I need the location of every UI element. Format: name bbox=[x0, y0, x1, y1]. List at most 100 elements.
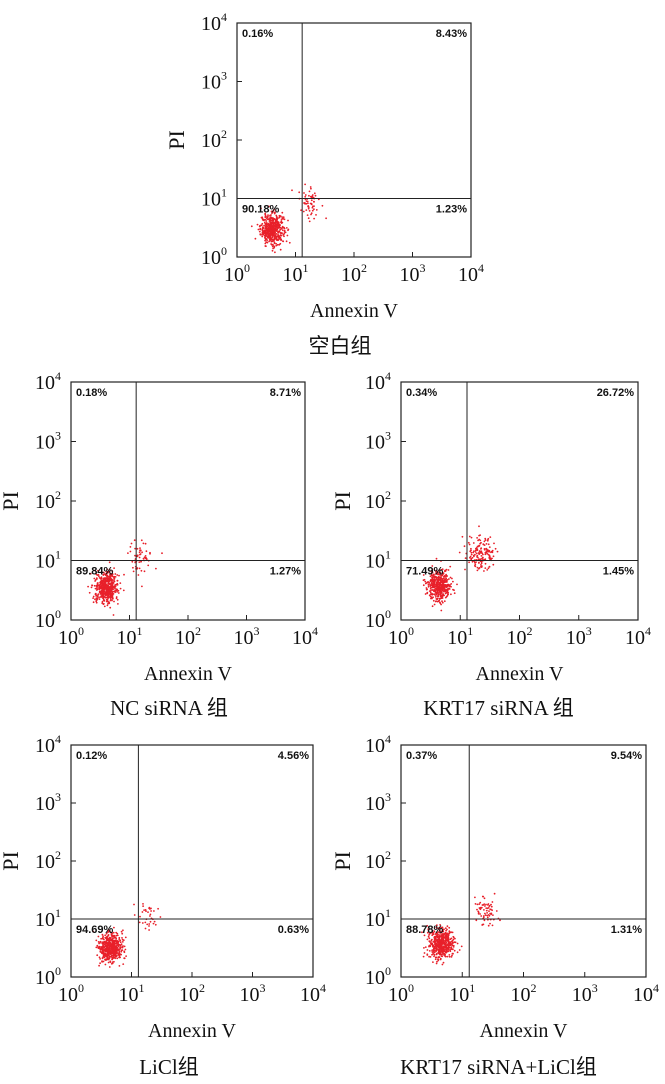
scatter-point bbox=[118, 965, 121, 967]
quadrant-lower-right-label: 1.23% bbox=[436, 204, 467, 216]
scatter-point bbox=[101, 602, 104, 604]
scatter-point bbox=[143, 909, 146, 911]
scatter-point bbox=[448, 931, 451, 934]
scatter-point bbox=[477, 912, 480, 915]
scatter-point bbox=[433, 946, 436, 948]
scatter-point bbox=[480, 565, 482, 568]
scatter-point bbox=[433, 951, 436, 954]
scatter-point bbox=[261, 216, 264, 219]
scatter-point bbox=[139, 553, 141, 556]
scatter-point bbox=[472, 554, 475, 557]
scatter-point bbox=[308, 210, 311, 212]
scatter-point bbox=[107, 579, 109, 582]
scatter-point bbox=[105, 592, 108, 595]
scatter-point bbox=[479, 913, 481, 915]
scatter-point bbox=[486, 916, 489, 919]
scatter-point bbox=[491, 549, 494, 552]
scatter-point bbox=[140, 560, 142, 563]
scatter-point bbox=[436, 939, 439, 941]
scatter-point bbox=[273, 231, 276, 234]
scatter-point bbox=[307, 217, 310, 220]
scatter-point bbox=[308, 220, 311, 223]
scatter-point bbox=[113, 934, 116, 937]
scatter-point bbox=[267, 227, 269, 230]
scatter-point bbox=[495, 910, 498, 912]
scatter-point bbox=[262, 232, 265, 235]
x-tick-label: 100 bbox=[388, 624, 414, 649]
scatter-point bbox=[484, 539, 487, 541]
scatter-point bbox=[442, 932, 444, 935]
scatter-point bbox=[438, 599, 441, 602]
scatter-point bbox=[275, 242, 277, 245]
scatter-point bbox=[96, 944, 99, 947]
scatter-point bbox=[114, 573, 117, 575]
scatter-point bbox=[275, 233, 278, 235]
scatter-point bbox=[446, 581, 448, 583]
scatter-point bbox=[102, 591, 105, 594]
scatter-point bbox=[486, 907, 489, 910]
scatter-point bbox=[490, 903, 492, 906]
scatter-point bbox=[103, 953, 106, 956]
scatter-point bbox=[118, 956, 121, 959]
scatter-point bbox=[437, 941, 440, 944]
scatter-point bbox=[110, 593, 113, 595]
quadrant-upper-right-label: 26.72% bbox=[597, 387, 635, 399]
scatter-point bbox=[467, 541, 470, 544]
scatter-point bbox=[444, 953, 446, 956]
scatter-point bbox=[447, 946, 450, 949]
scatter-point bbox=[440, 591, 443, 593]
scatter-point bbox=[305, 202, 308, 205]
scatter-point bbox=[109, 588, 112, 591]
quadrant-lower-left-label: 94.69% bbox=[76, 924, 114, 936]
scatter-point bbox=[442, 930, 445, 933]
scatter-point bbox=[107, 591, 110, 594]
scatter-point bbox=[105, 958, 108, 961]
scatter-point bbox=[99, 950, 102, 953]
scatter-point bbox=[431, 592, 433, 595]
scatter-point bbox=[428, 955, 430, 958]
scatter-point bbox=[437, 946, 439, 948]
scatter-point bbox=[111, 573, 114, 576]
scatter-point bbox=[433, 948, 435, 950]
scatter-point bbox=[118, 951, 121, 954]
scatter-point bbox=[486, 552, 489, 555]
scatter-point bbox=[439, 953, 442, 955]
scatter-point bbox=[445, 951, 447, 954]
scatter-point bbox=[150, 910, 153, 912]
scatter-point bbox=[435, 570, 438, 573]
scatter-point bbox=[106, 571, 109, 573]
scatter-point bbox=[102, 599, 105, 602]
scatter-point bbox=[110, 583, 113, 585]
scatter-point bbox=[450, 956, 453, 958]
scatter-point bbox=[470, 551, 473, 554]
quadrant-upper-left-label: 0.37% bbox=[406, 750, 437, 762]
scatter-point bbox=[453, 589, 455, 592]
scatter-point bbox=[438, 569, 441, 571]
scatter-point bbox=[274, 229, 277, 232]
scatter-point bbox=[458, 949, 461, 951]
scatter-point bbox=[115, 583, 118, 586]
scatter-point bbox=[260, 224, 263, 227]
scatter-point bbox=[136, 547, 139, 550]
scatter-point bbox=[117, 603, 119, 605]
scatter-point bbox=[476, 554, 479, 557]
scatter-point bbox=[441, 935, 444, 938]
scatter-point bbox=[426, 931, 429, 934]
scatter-point bbox=[305, 209, 308, 212]
group-title: NC siRNA 组 bbox=[110, 696, 228, 720]
scatter-point bbox=[431, 605, 434, 608]
scatter-point bbox=[106, 604, 109, 607]
scatter-point bbox=[427, 583, 430, 586]
scatter-point bbox=[98, 942, 100, 945]
scatter-point bbox=[428, 945, 431, 947]
scatter-point bbox=[133, 903, 135, 906]
scatter-point bbox=[270, 219, 272, 222]
x-tick-label: 103 bbox=[240, 981, 266, 1006]
scatter-point bbox=[109, 584, 112, 586]
scatter-point bbox=[269, 236, 272, 239]
scatter-point bbox=[150, 907, 152, 910]
scatter-point bbox=[278, 243, 281, 246]
scatter-point bbox=[271, 236, 274, 239]
scatter-point bbox=[450, 583, 453, 585]
